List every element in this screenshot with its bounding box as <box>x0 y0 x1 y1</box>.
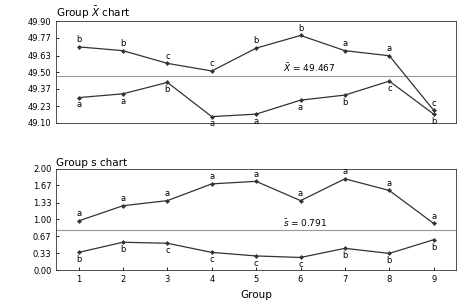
Text: Group s chart: Group s chart <box>56 158 127 168</box>
Text: a: a <box>254 117 258 126</box>
Text: a: a <box>209 172 214 181</box>
Text: a: a <box>298 189 303 198</box>
Text: a: a <box>120 194 125 203</box>
Text: b: b <box>342 98 348 107</box>
Text: b: b <box>164 85 170 94</box>
Text: b: b <box>342 251 348 260</box>
Text: c: c <box>431 99 436 107</box>
Text: a: a <box>120 97 125 106</box>
Text: a: a <box>76 100 81 109</box>
Text: a: a <box>387 44 392 53</box>
Text: c: c <box>210 59 214 68</box>
Text: a: a <box>431 212 436 221</box>
Text: a: a <box>387 179 392 188</box>
Text: c: c <box>210 255 214 264</box>
Text: $\bar{s}$ = 0.791: $\bar{s}$ = 0.791 <box>283 217 327 228</box>
Text: c: c <box>387 84 392 93</box>
Text: a: a <box>76 209 81 218</box>
Text: a: a <box>342 39 347 48</box>
Text: Group $\bar{X}$ chart: Group $\bar{X}$ chart <box>56 6 131 21</box>
Text: b: b <box>76 35 81 44</box>
Text: c: c <box>165 246 170 255</box>
Text: a: a <box>165 189 170 198</box>
Text: b: b <box>76 255 81 264</box>
Text: b: b <box>120 245 125 254</box>
Text: b: b <box>253 36 259 45</box>
Text: a: a <box>298 103 303 112</box>
Text: c: c <box>165 52 170 60</box>
Text: b: b <box>298 24 303 33</box>
Text: a: a <box>254 169 258 179</box>
Text: b: b <box>431 117 436 126</box>
Text: b: b <box>431 243 436 251</box>
Text: c: c <box>254 259 258 268</box>
X-axis label: Group: Group <box>240 290 272 300</box>
Text: b: b <box>120 39 125 48</box>
Text: $\bar{X}$ = 49.467: $\bar{X}$ = 49.467 <box>283 61 336 74</box>
Text: a: a <box>342 167 347 176</box>
Text: b: b <box>387 256 392 265</box>
Text: a: a <box>209 119 214 128</box>
Text: c: c <box>298 260 303 269</box>
